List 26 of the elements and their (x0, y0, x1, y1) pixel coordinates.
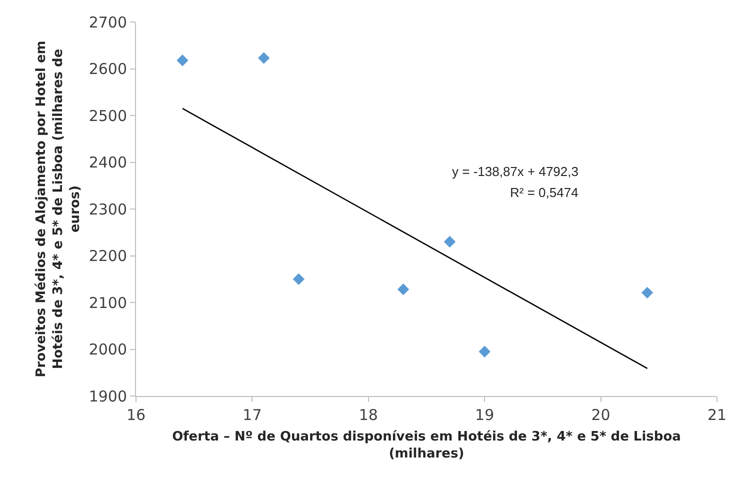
x-tick-label: 18 (358, 406, 378, 424)
x-tick-label: 20 (591, 406, 610, 424)
x-tick-label: 21 (707, 406, 727, 424)
x-tick-label: 16 (126, 406, 146, 424)
point (641, 286, 654, 299)
y-tick-label: 2200 (88, 247, 127, 265)
point (444, 236, 456, 248)
y-tick-label: 2700 (88, 13, 127, 32)
x-axis-title: Oferta – Nº de Quartos disponíveis em Hotéis de 3*, 4* e 5* de Lisboa (milhares) (172, 430, 681, 462)
annotation: y = -138,87x + 4792,3 (452, 164, 578, 179)
point (397, 284, 410, 296)
point (258, 52, 270, 64)
y-tick-label: 2600 (88, 60, 127, 78)
y-tick-label: 2100 (88, 294, 127, 312)
y-axis-title: Proveitos Médios de Alojamento por Hotel em Hotéis de 3*, 4* e 5* de Lisboa (milhares de euros) (34, 40, 83, 378)
annotation: R² = 0,5474 (510, 185, 578, 200)
x-tick-label: 17 (242, 406, 262, 424)
point (176, 54, 188, 66)
point (478, 346, 490, 358)
y-tick-label: 2300 (88, 200, 127, 218)
y-tick-label: 2000 (88, 340, 127, 358)
y-tick-label: 1900 (88, 387, 127, 406)
x-tick-label: 19 (475, 406, 494, 424)
y-tick-label: 2400 (88, 154, 127, 172)
point (292, 273, 305, 285)
y-tick-label: 2500 (88, 106, 127, 125)
